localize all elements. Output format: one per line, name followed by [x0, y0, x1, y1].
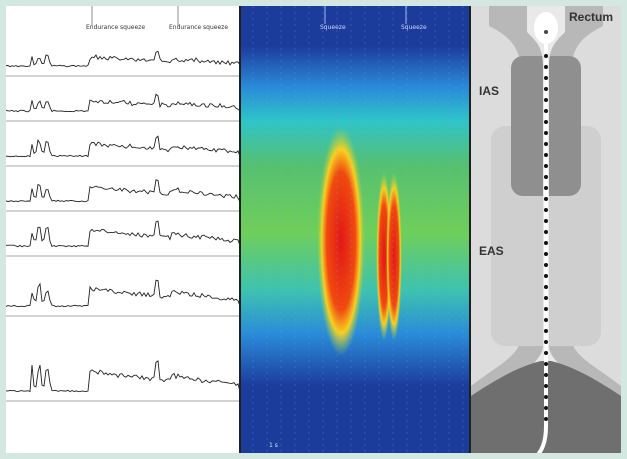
- sensor-dot: [544, 263, 548, 267]
- panel-divider: [469, 6, 471, 453]
- label-ias: IAS: [479, 84, 500, 98]
- sensor-dot: [544, 164, 548, 168]
- anatomy-panel: Rectum IAS EAS: [471, 6, 621, 453]
- sensor-dot: [544, 351, 548, 355]
- sensor-dot: [544, 241, 548, 245]
- sensor-dot: [544, 98, 548, 102]
- event-label-squeeze-1: Squeeze: [320, 24, 346, 31]
- catheter-sensors: [544, 54, 548, 421]
- pressure-topography-plot: [241, 6, 469, 453]
- sensor-dot: [544, 153, 548, 157]
- time-scale-label: 1 s: [269, 442, 278, 449]
- pressure-trace-line: [6, 50, 240, 68]
- sensor-dot: [544, 219, 548, 223]
- sensor-dot: [544, 340, 548, 344]
- sensor-dot: [544, 285, 548, 289]
- pressure-traces-plot: [6, 6, 240, 402]
- sensor-dot: [544, 76, 548, 80]
- sensor-dot: [544, 252, 548, 256]
- sensor-dot: [544, 87, 548, 91]
- sensor-dot: [544, 65, 548, 69]
- panel-divider: [239, 6, 241, 453]
- sensor-dot: [544, 318, 548, 322]
- sensor-dot: [544, 307, 548, 311]
- pressure-trace-line: [6, 135, 240, 158]
- label-rectum: Rectum: [569, 10, 614, 24]
- sensor-dot: [544, 120, 548, 124]
- sensor-dot: [544, 395, 548, 399]
- sensor-dot: [544, 362, 548, 366]
- sensor-dot: [544, 109, 548, 113]
- event-label-endurance-squeeze-2: Endurance squeeze: [169, 24, 229, 31]
- event-label-squeeze-2: Squeeze: [401, 24, 427, 31]
- sensor-dot: [544, 230, 548, 234]
- sensor-dot: [544, 274, 548, 278]
- sensor-dot: [544, 417, 548, 421]
- pressure-trace-line: [6, 279, 240, 308]
- sensor-dot: [544, 373, 548, 377]
- sensor-dot: [544, 142, 548, 146]
- manometry-catheter: [536, 44, 548, 453]
- catheter-balloon: [534, 12, 558, 44]
- pressure-topography-panel: Squeeze Squeeze 1 s: [241, 6, 469, 453]
- pressure-trace-line: [6, 93, 240, 113]
- sensor-dot: [544, 384, 548, 388]
- sensor-dot: [544, 296, 548, 300]
- sensor-dot: [544, 131, 548, 135]
- high-pressure-zone: [386, 171, 402, 341]
- sensor-dot: [544, 329, 548, 333]
- pressure-trace-line: [6, 220, 240, 248]
- sensor-dot: [544, 54, 548, 58]
- sensor-dot: [544, 197, 548, 201]
- pressure-trace-line: [6, 179, 240, 203]
- pressure-trace-line: [6, 360, 240, 393]
- label-eas: EAS: [479, 244, 504, 258]
- high-pressure-zone: [317, 126, 365, 356]
- anorectal-anatomy-diagram: [471, 6, 621, 453]
- figure-frame: Endurance squeeze Endurance squeeze Sque…: [6, 6, 621, 453]
- event-label-endurance-squeeze-1: Endurance squeeze: [86, 24, 146, 31]
- sensor-dot: [544, 406, 548, 410]
- sensor-dot: [544, 186, 548, 190]
- sensor-dot: [544, 175, 548, 179]
- sensor-dot: [544, 208, 548, 212]
- pressure-traces-panel: Endurance squeeze Endurance squeeze: [6, 6, 240, 453]
